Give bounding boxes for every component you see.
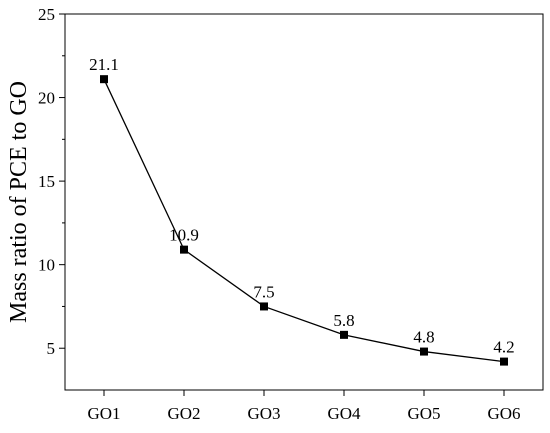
x-axis: GO1 GO2 GO3 GO4 GO5 GO6: [87, 390, 521, 423]
y-axis: 5 10 15 20 25: [38, 5, 65, 358]
data-label: 21.1: [89, 55, 119, 74]
x-tick-label: GO4: [327, 404, 361, 423]
y-tick-label: 25: [38, 5, 55, 24]
x-tick-label: GO3: [247, 404, 280, 423]
y-tick-label: 20: [38, 89, 55, 108]
data-point-marker: [260, 302, 268, 311]
data-label: 4.2: [493, 338, 514, 357]
data-label: 4.8: [413, 328, 434, 347]
data-point-marker: [500, 357, 508, 366]
data-point-marker: [340, 330, 348, 339]
y-axis-title: Mass ratio of PCE to GO: [6, 81, 32, 323]
data-label: 7.5: [253, 282, 274, 301]
data-point-marker: [100, 75, 108, 84]
data-label: 5.8: [333, 311, 354, 330]
y-tick-label: 15: [38, 172, 55, 191]
y-tick-label: 5: [47, 339, 56, 358]
x-tick-label: GO1: [87, 404, 120, 423]
series-line: [103, 78, 505, 363]
x-tick-label: GO2: [167, 404, 200, 423]
x-tick-label: GO5: [407, 404, 440, 423]
series-group: 21.1 10.9 7.5 5.8 4.8 4.2: [89, 55, 515, 366]
y-tick-label: 10: [38, 256, 55, 275]
data-point-marker: [420, 347, 428, 356]
data-label: 10.9: [169, 226, 199, 245]
x-tick-label: GO6: [487, 404, 520, 423]
data-point-marker: [180, 245, 188, 254]
plot-frame: [64, 13, 544, 391]
